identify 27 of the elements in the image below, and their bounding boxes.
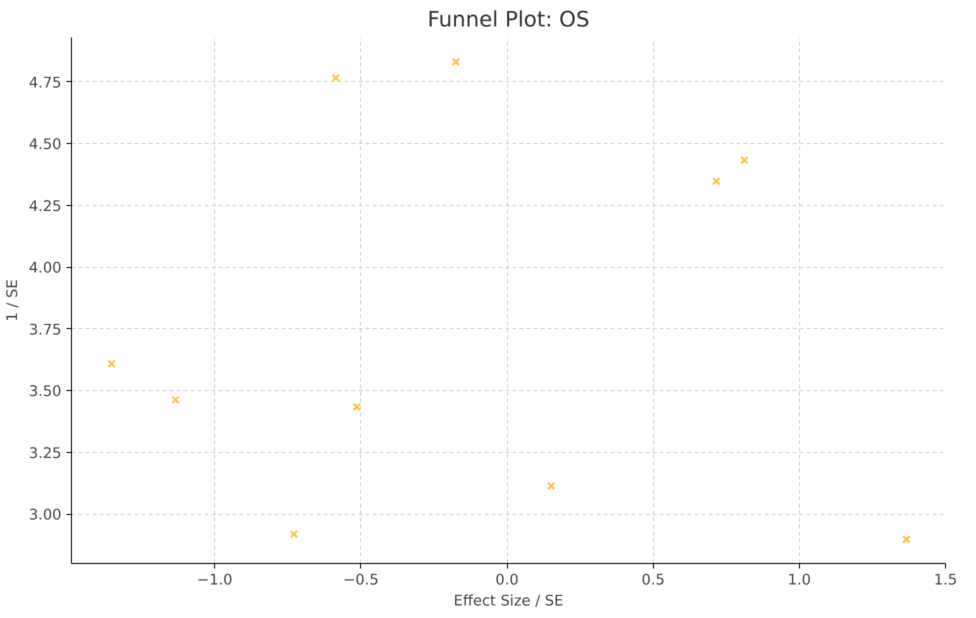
y-tick-label: 4.25 (28, 198, 62, 215)
x-axis-title: Effect Size / SE (454, 592, 564, 610)
point (902, 535, 911, 544)
y-tick-label: 3.25 (28, 444, 62, 462)
point (107, 360, 116, 368)
chart-title: Funnel Plot: OS (428, 8, 590, 32)
x-tick-label: 1.0 (788, 572, 812, 588)
point (452, 58, 460, 66)
point (290, 530, 298, 538)
x-tick-label: 1.5 (934, 572, 958, 588)
point (171, 396, 180, 404)
point (352, 402, 361, 412)
x-tick-label: 0.5 (642, 572, 665, 588)
point (546, 482, 556, 490)
point (332, 74, 340, 82)
y-tick-label: 4.00 (28, 260, 62, 277)
y-tick-label: 4.50 (28, 136, 62, 154)
x-tick-label: 0.0 (495, 572, 519, 588)
x-tick-label: −0.5 (343, 572, 379, 588)
y-tick-label: 4.75 (28, 74, 62, 92)
y-tick-label: 3.75 (28, 321, 62, 338)
point (740, 156, 749, 164)
y-axis-title: 1 / SE (4, 279, 21, 322)
y-tick-label: 3.00 (28, 506, 62, 524)
x-tick-label: −1.0 (196, 572, 233, 588)
y-tick-label: 3.50 (28, 383, 62, 400)
point (712, 177, 721, 186)
